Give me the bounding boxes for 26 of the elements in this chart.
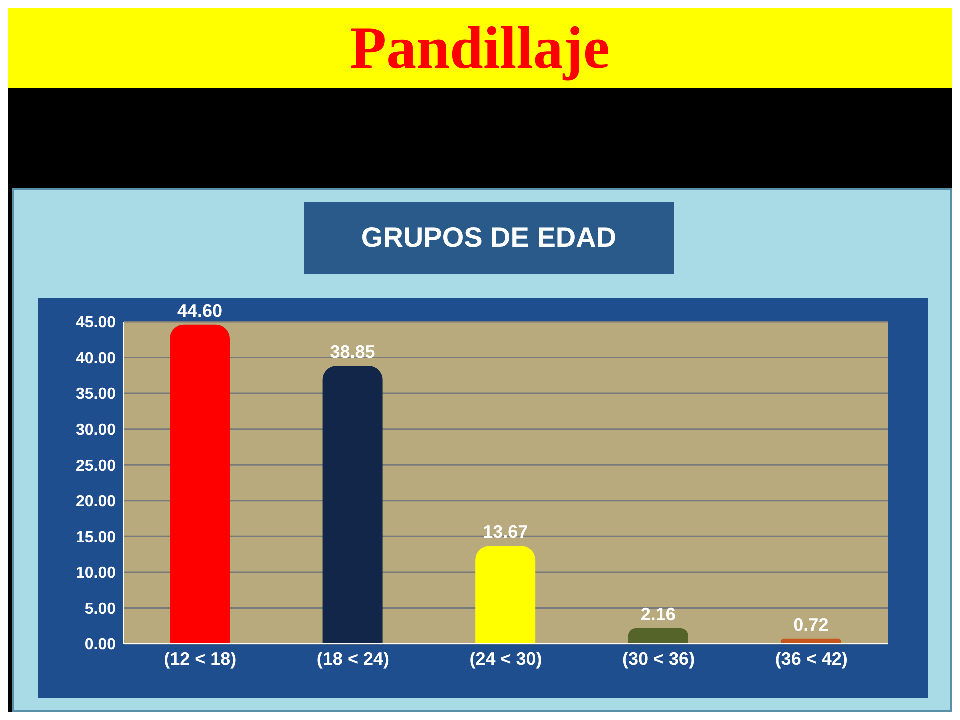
y-tick-label: 35.00 [76,386,116,404]
x-tick-label: (24 < 30) [470,648,542,669]
y-tick-label: 15.00 [76,529,116,546]
x-tick-label: (36 < 42) [775,648,848,669]
bar [170,324,230,644]
x-tick-label: (12 < 18) [164,648,237,669]
y-tick-label: 40.00 [76,350,116,368]
y-tick-label: 10.00 [76,565,116,582]
bar [628,628,688,644]
bar [476,546,536,644]
y-tick-label: 5.00 [84,600,116,618]
bar [322,366,383,644]
data-label: 38.85 [330,342,376,362]
chart-subtitle: GRUPOS DE EDAD [304,202,674,274]
data-label: 2.16 [640,604,676,625]
y-tick-label: 25.00 [76,458,116,475]
data-label: 13.67 [483,522,528,542]
y-tick-label: 20.00 [76,494,116,511]
data-label: 0.72 [794,614,829,635]
data-label: 44.60 [177,300,223,321]
x-tick-label: (18 < 24) [316,648,390,669]
y-tick-label: 30.00 [76,422,116,440]
chart-title: Pandillaje [8,8,952,88]
x-tick-label: (30 < 36) [622,648,696,669]
y-tick-label: 45.00 [76,314,116,332]
y-tick-label: 0.00 [84,636,116,654]
